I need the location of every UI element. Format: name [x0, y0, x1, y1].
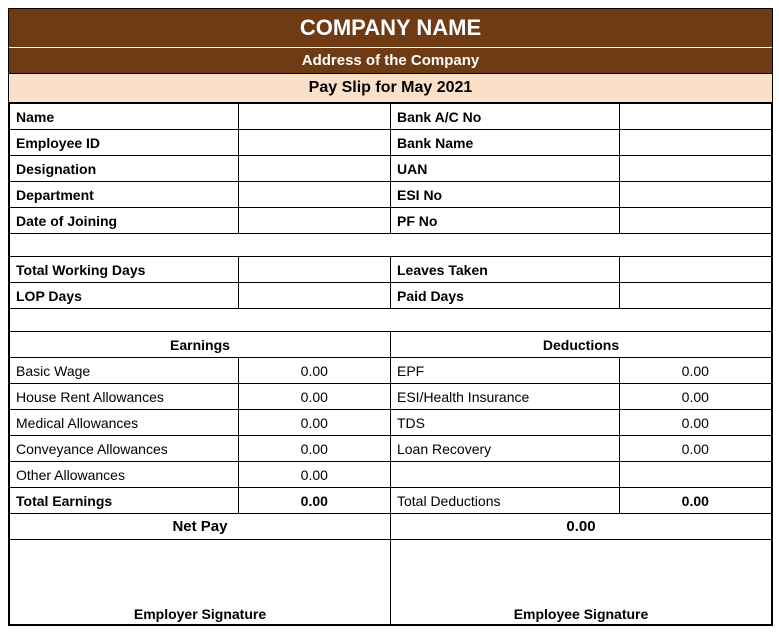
att-value [238, 283, 390, 309]
emp-label: Designation [10, 156, 239, 182]
emp-value [619, 156, 771, 182]
att-label: Leaves Taken [390, 257, 619, 283]
emp-value [238, 104, 390, 130]
emp-value [238, 182, 390, 208]
emp-label: Department [10, 182, 239, 208]
att-label: LOP Days [10, 283, 239, 309]
emp-label: Name [10, 104, 239, 130]
emp-value [619, 182, 771, 208]
earn-value: 0.00 [238, 462, 390, 488]
payslip-period: Pay Slip for May 2021 [9, 73, 772, 103]
ded-value: 0.00 [619, 410, 771, 436]
earn-label: Other Allowances [10, 462, 239, 488]
netpay-label: Net Pay [10, 514, 391, 540]
company-address: Address of the Company [9, 48, 772, 73]
att-value [238, 257, 390, 283]
ded-value: 0.00 [619, 358, 771, 384]
total-deductions-label: Total Deductions [390, 488, 619, 514]
ded-label: TDS [390, 410, 619, 436]
earn-label: House Rent Allowances [10, 384, 239, 410]
earn-value: 0.00 [238, 410, 390, 436]
emp-label: Employee ID [10, 130, 239, 156]
ded-empty [619, 462, 771, 488]
total-earnings-value: 0.00 [238, 488, 390, 514]
emp-label: Date of Joining [10, 208, 239, 234]
emp-label: PF No [390, 208, 619, 234]
emp-value [238, 208, 390, 234]
emp-label: ESI No [390, 182, 619, 208]
employee-info-table: Name Bank A/C No Employee ID Bank Name D… [9, 103, 772, 625]
ded-label: Loan Recovery [390, 436, 619, 462]
emp-value [619, 130, 771, 156]
employee-signature: Employee Signature [390, 540, 771, 625]
employer-signature: Employer Signature [10, 540, 391, 625]
spacer-row [10, 234, 772, 257]
total-earnings-label: Total Earnings [10, 488, 239, 514]
ded-value: 0.00 [619, 436, 771, 462]
emp-value [238, 156, 390, 182]
earn-value: 0.00 [238, 384, 390, 410]
emp-label: Bank Name [390, 130, 619, 156]
emp-label: Bank A/C No [390, 104, 619, 130]
att-value [619, 257, 771, 283]
deductions-header: Deductions [390, 332, 771, 358]
ded-value: 0.00 [619, 384, 771, 410]
earn-label: Basic Wage [10, 358, 239, 384]
emp-label: UAN [390, 156, 619, 182]
spacer-row [10, 309, 772, 332]
emp-value [238, 130, 390, 156]
emp-value [619, 104, 771, 130]
ded-label: ESI/Health Insurance [390, 384, 619, 410]
payslip-container: COMPANY NAME Address of the Company Pay … [8, 8, 773, 626]
netpay-value: 0.00 [390, 514, 771, 540]
company-name: COMPANY NAME [9, 9, 772, 48]
earnings-header: Earnings [10, 332, 391, 358]
ded-label: EPF [390, 358, 619, 384]
total-deductions-value: 0.00 [619, 488, 771, 514]
att-value [619, 283, 771, 309]
att-label: Paid Days [390, 283, 619, 309]
att-label: Total Working Days [10, 257, 239, 283]
ded-empty [390, 462, 619, 488]
earn-value: 0.00 [238, 436, 390, 462]
earn-label: Medical Allowances [10, 410, 239, 436]
emp-value [619, 208, 771, 234]
earn-value: 0.00 [238, 358, 390, 384]
earn-label: Conveyance Allowances [10, 436, 239, 462]
